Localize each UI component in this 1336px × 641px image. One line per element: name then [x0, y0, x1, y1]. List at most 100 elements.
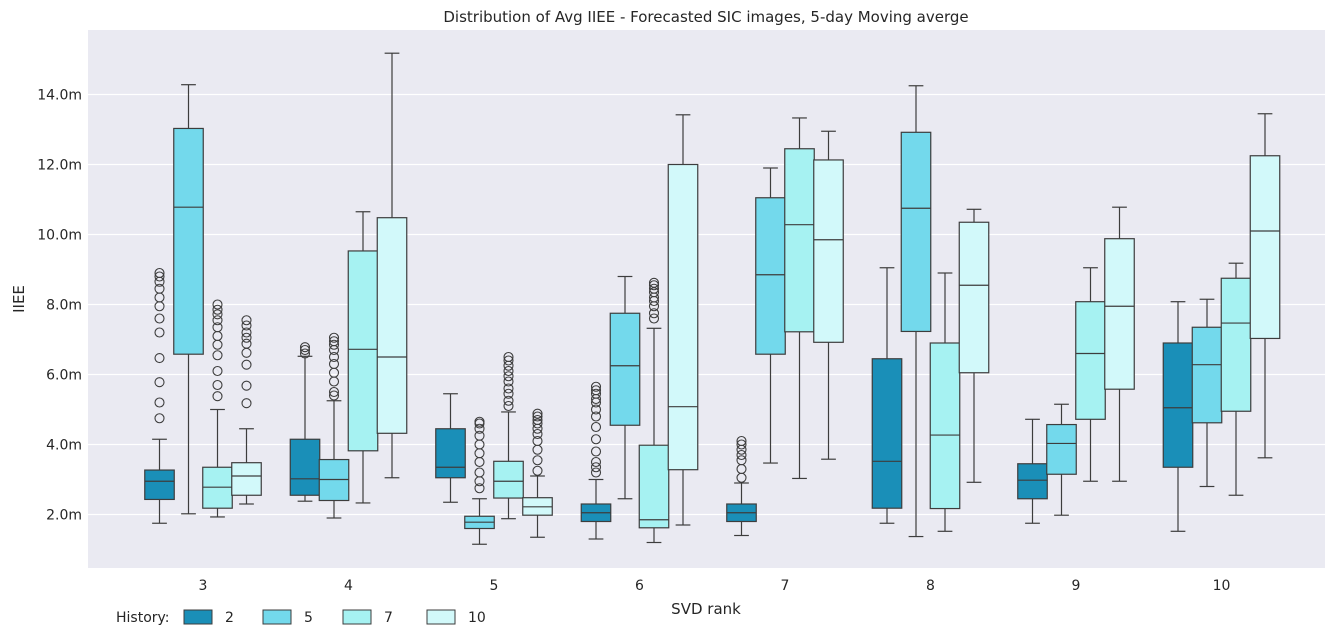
outlier-point [328, 336, 340, 347]
outlier-point [503, 400, 514, 412]
outlier-point [241, 359, 252, 370]
box-series-2-rank-8 [871, 267, 903, 524]
x-axis-title: SVD rank [671, 600, 741, 618]
legend-swatch-5 [262, 609, 292, 625]
y-tick-label: 12.0m [37, 158, 82, 174]
box-iqr [144, 469, 175, 501]
outlier-point [212, 350, 223, 361]
outlier-point [532, 414, 543, 426]
outlier-point [590, 467, 602, 478]
box-iqr [813, 159, 844, 343]
box-series-5-rank-4 [318, 332, 350, 519]
y-tick-label: 6.0m [46, 368, 82, 384]
outlier-point [154, 413, 165, 424]
legend-label-10: 10 [468, 610, 486, 626]
box-iqr [493, 460, 524, 499]
outlier-point [503, 376, 514, 387]
outlier-point [532, 465, 543, 476]
box-series-7-rank-8 [929, 272, 961, 532]
box-iqr [929, 342, 961, 510]
outlier-point [503, 351, 514, 363]
chart-title: Distribution of Avg IIEE - Forecasted SI… [443, 8, 968, 26]
box-iqr [667, 163, 699, 471]
box-iqr [1191, 326, 1223, 424]
outlier-point [503, 355, 514, 366]
outlier-point [241, 327, 252, 338]
outlier-point [590, 388, 602, 399]
y-tick-label: 4.0m [46, 438, 82, 454]
outlier-point [590, 456, 602, 468]
x-tick-label: 10 [1213, 578, 1231, 594]
outlier-point [241, 398, 252, 409]
outlier-point [241, 332, 252, 343]
outlier-point [212, 322, 223, 333]
box-iqr [609, 312, 641, 426]
outlier-point [474, 483, 485, 494]
outlier-point [736, 435, 747, 447]
y-axis-ticks: 2.0m 4.0m 6.0m 8.0m 10.0m 12.0m 14.0m [37, 88, 82, 524]
boxes [144, 52, 1281, 545]
box-series-7-rank-3 [202, 299, 233, 518]
box-iqr [755, 197, 786, 355]
outlier-point [212, 304, 223, 315]
box-iqr [900, 131, 932, 333]
outlier-point [299, 344, 311, 356]
outlier-point [648, 283, 660, 294]
box-iqr [376, 217, 408, 434]
outlier-point [736, 455, 747, 466]
outlier-point [299, 348, 311, 359]
outlier-point [590, 381, 602, 392]
box-series-2-rank-6 [580, 381, 612, 540]
outlier-point [212, 309, 223, 320]
outlier-point [532, 435, 543, 447]
outlier-point [590, 411, 602, 422]
outlier-point [590, 404, 602, 415]
outlier-point [648, 277, 660, 288]
outlier-point [532, 455, 543, 466]
outlier-point [503, 383, 514, 394]
outlier-point [474, 423, 485, 434]
box-series-10-rank-9 [1104, 206, 1135, 482]
outlier-point [212, 299, 223, 310]
outlier-point [590, 434, 602, 445]
box-iqr [1046, 423, 1077, 475]
x-tick-label: 6 [635, 578, 644, 594]
x-tick-label: 7 [781, 578, 790, 594]
box-series-7-rank-10 [1220, 262, 1252, 496]
box-series-7-rank-9 [1075, 267, 1106, 482]
box-iqr [784, 148, 815, 333]
box-series-7-rank-5 [493, 351, 524, 520]
x-tick-label: 3 [199, 578, 208, 594]
box-iqr [638, 444, 670, 529]
box-series-7-rank-6 [638, 277, 670, 544]
box-series-5-rank-9 [1046, 403, 1077, 516]
outlier-point [736, 439, 747, 450]
legend-swatch-7 [342, 609, 372, 625]
outlier-point [154, 397, 165, 408]
outlier-point [532, 411, 543, 422]
outlier-point [590, 446, 602, 457]
box-series-7-rank-4 [347, 211, 379, 504]
outlier-point [154, 283, 165, 294]
outlier-point [590, 421, 602, 433]
legend-label-7: 7 [384, 610, 393, 626]
y-axis-title: IIEE [10, 285, 28, 313]
outlier-point [328, 386, 340, 398]
box-series-2-rank-9 [1017, 418, 1048, 524]
box-iqr [435, 428, 466, 479]
box-iqr [1017, 463, 1048, 500]
legend-label-2: 2 [225, 610, 234, 626]
outlier-point [212, 391, 223, 402]
outlier-point [328, 339, 340, 350]
x-tick-label: 9 [1072, 578, 1081, 594]
outlier-point [212, 315, 223, 326]
box-series-10-rank-8 [958, 208, 990, 483]
box-iqr [1249, 155, 1281, 340]
y-tick-label: 8.0m [46, 298, 82, 314]
box-iqr [173, 127, 204, 355]
box-iqr [958, 221, 990, 374]
outlier-point [212, 365, 223, 377]
outlier-point [532, 408, 543, 419]
outlier-point [241, 315, 252, 326]
